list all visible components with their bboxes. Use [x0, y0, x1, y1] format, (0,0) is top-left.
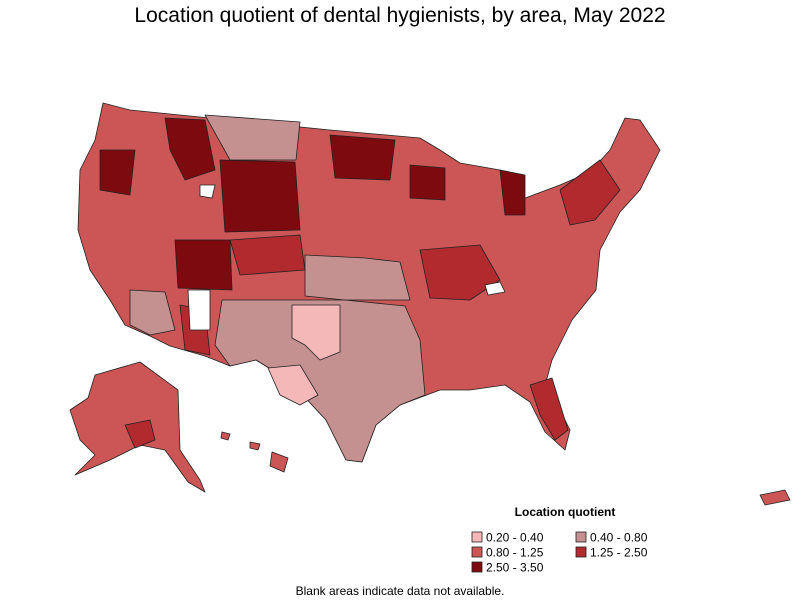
- map-area: [419, 244, 501, 301]
- map-area: [267, 364, 319, 406]
- legend-swatch: [471, 561, 483, 573]
- map-area: [204, 114, 301, 161]
- map-area: [249, 441, 261, 451]
- map-area: [124, 419, 156, 449]
- map-area: [409, 164, 446, 201]
- map-area: [304, 254, 411, 301]
- map-area: [499, 169, 526, 216]
- map-area: [220, 431, 231, 441]
- legend-title: Location quotient: [515, 505, 616, 519]
- map-area: [291, 304, 341, 361]
- map-area: [559, 159, 621, 226]
- map-area: [229, 234, 306, 276]
- map-area: [329, 134, 396, 181]
- legend-label: 1.25 - 2.50: [590, 546, 648, 560]
- legend: Location quotient 0.20 - 0.40 0.40 - 0.80…: [471, 505, 648, 575]
- legend-swatch: [471, 531, 483, 543]
- footnote: Blank areas indicate data not available.: [296, 584, 505, 598]
- map-area: [99, 149, 136, 196]
- map: [69, 102, 791, 506]
- title: Location quotient of dental hygienists, …: [134, 4, 665, 27]
- legend-swatch: [575, 546, 587, 558]
- blank-area: [484, 281, 506, 296]
- legend-label: 2.50 - 3.50: [486, 561, 544, 575]
- legend-swatch: [575, 531, 587, 543]
- map-area: [759, 489, 791, 506]
- blank-area: [187, 289, 211, 331]
- map-area: [269, 451, 289, 473]
- legend-label: 0.80 - 1.25: [486, 546, 544, 560]
- legend-swatch: [471, 546, 483, 558]
- map-area: [219, 159, 301, 233]
- legend-label: 0.40 - 0.80: [590, 531, 648, 545]
- map-area: [129, 289, 176, 336]
- map-area: [214, 299, 426, 463]
- map-area: [529, 377, 569, 441]
- map-area: [164, 117, 216, 181]
- legend-label: 0.20 - 0.40: [486, 531, 544, 545]
- map-area: [174, 239, 233, 291]
- blank-area: [199, 184, 216, 199]
